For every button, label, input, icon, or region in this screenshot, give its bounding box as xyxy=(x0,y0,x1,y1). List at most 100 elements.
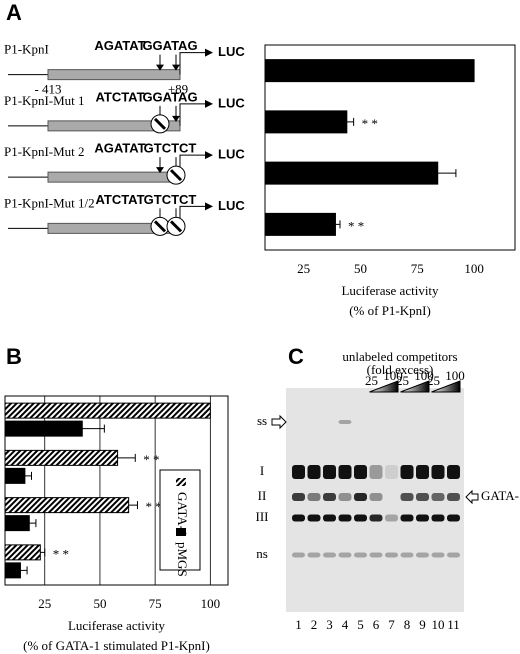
gel-band xyxy=(338,420,352,424)
gel-band xyxy=(431,514,445,522)
panel-label: B xyxy=(6,344,22,369)
reporter: LUC xyxy=(218,44,245,59)
gel-band xyxy=(338,493,352,501)
gel-band xyxy=(447,552,460,558)
legend xyxy=(159,469,201,571)
bar xyxy=(4,562,21,579)
lane-number: 1 xyxy=(295,617,302,632)
gel-band xyxy=(292,552,305,558)
gel-band xyxy=(292,493,305,501)
arrowhead xyxy=(205,48,213,57)
construct-name: P1-KpnI-Mut 2 xyxy=(4,144,85,159)
reporter: LUC xyxy=(218,147,245,162)
gel-band xyxy=(431,493,445,501)
gel-band xyxy=(385,552,398,558)
bar xyxy=(264,59,475,83)
bar xyxy=(264,161,439,185)
lane-number: 4 xyxy=(342,617,349,632)
gel-band xyxy=(354,465,367,479)
binding-site: GTCTCT xyxy=(144,141,197,156)
bar xyxy=(4,449,119,466)
dose: 100 xyxy=(445,368,465,383)
significance: * * xyxy=(145,499,161,514)
x-tick-label: 25 xyxy=(297,261,310,276)
x-tick-label: 100 xyxy=(201,596,221,611)
dose: 25 xyxy=(427,373,440,388)
site-head xyxy=(172,64,180,71)
bar xyxy=(4,497,130,514)
gel-title: unlabeled competitors xyxy=(342,349,457,364)
gel-band xyxy=(400,493,414,501)
gel-band xyxy=(385,514,398,522)
mutation-slash xyxy=(169,169,183,182)
legend-label: pMGS xyxy=(175,542,190,577)
band-label: III xyxy=(256,509,269,524)
gel-band xyxy=(416,552,429,558)
gel-band xyxy=(354,552,367,558)
gel-band xyxy=(307,465,321,479)
reporter: LUC xyxy=(218,95,245,110)
bar xyxy=(4,402,211,419)
lane-number: 5 xyxy=(357,617,364,632)
dose: 100 xyxy=(383,368,403,383)
gel-band xyxy=(385,465,398,479)
x-axis-label: (% of GATA-1 stimulated P1-KpnI) xyxy=(23,638,210,653)
arrowhead xyxy=(205,151,213,160)
gel-subtitle: (fold excess) xyxy=(367,362,434,377)
reporter: LUC xyxy=(218,198,245,213)
bar xyxy=(264,110,348,134)
binding-site: AGATAT xyxy=(94,141,145,156)
gel-band xyxy=(338,465,352,479)
dose: 25 xyxy=(365,373,378,388)
site-head xyxy=(156,167,164,174)
tss-arrow xyxy=(179,52,205,75)
mutation-slash xyxy=(169,220,183,233)
panel-label: A xyxy=(6,0,22,25)
x-axis-label: Luciferase activity xyxy=(341,283,439,298)
site-head xyxy=(156,64,164,71)
x-axis-label: (% of P1-KpnI) xyxy=(349,303,431,318)
binding-site: GTCTCT xyxy=(144,192,197,207)
gel-band xyxy=(369,514,383,522)
mutation-slash xyxy=(153,220,167,233)
lane-number: 7 xyxy=(388,617,395,632)
gel-band xyxy=(338,514,352,522)
construct-name: P1-KpnI-Mut 1/2 xyxy=(4,195,95,210)
gel-band xyxy=(416,514,429,522)
lane-number: 6 xyxy=(373,617,380,632)
gel-band xyxy=(354,493,367,501)
plot-frame xyxy=(264,44,516,251)
gel-band xyxy=(400,514,414,522)
gel-band xyxy=(292,514,305,522)
gel-band xyxy=(323,552,336,558)
band-label: ss xyxy=(257,413,267,428)
gel-band xyxy=(369,493,383,501)
bar xyxy=(4,515,30,532)
coordinate: - 413 xyxy=(34,82,61,97)
lane-number: 8 xyxy=(404,617,411,632)
gel-band xyxy=(400,552,414,558)
significance: * * xyxy=(348,218,364,233)
lane-number: 3 xyxy=(326,617,333,632)
gel-band xyxy=(431,552,445,558)
gel-band xyxy=(369,552,383,558)
binding-site: GGATAG xyxy=(142,38,197,53)
dose-ramp xyxy=(369,380,399,393)
gel-band xyxy=(447,493,460,501)
construct-name: P1-KpnI xyxy=(4,42,49,57)
x-tick-label: 100 xyxy=(464,261,484,276)
gel-band xyxy=(323,514,336,522)
x-tick-label: 50 xyxy=(93,596,106,611)
promoter xyxy=(47,69,181,81)
arrowhead xyxy=(205,202,213,211)
gel-band xyxy=(354,514,367,522)
x-tick-label: 75 xyxy=(149,596,162,611)
lane-number: 9 xyxy=(419,617,426,632)
gel-band xyxy=(447,514,460,522)
gel-band xyxy=(416,493,429,501)
significance: * * xyxy=(143,452,159,467)
binding-site: AGATAT xyxy=(94,38,145,53)
gel-band xyxy=(307,514,321,522)
